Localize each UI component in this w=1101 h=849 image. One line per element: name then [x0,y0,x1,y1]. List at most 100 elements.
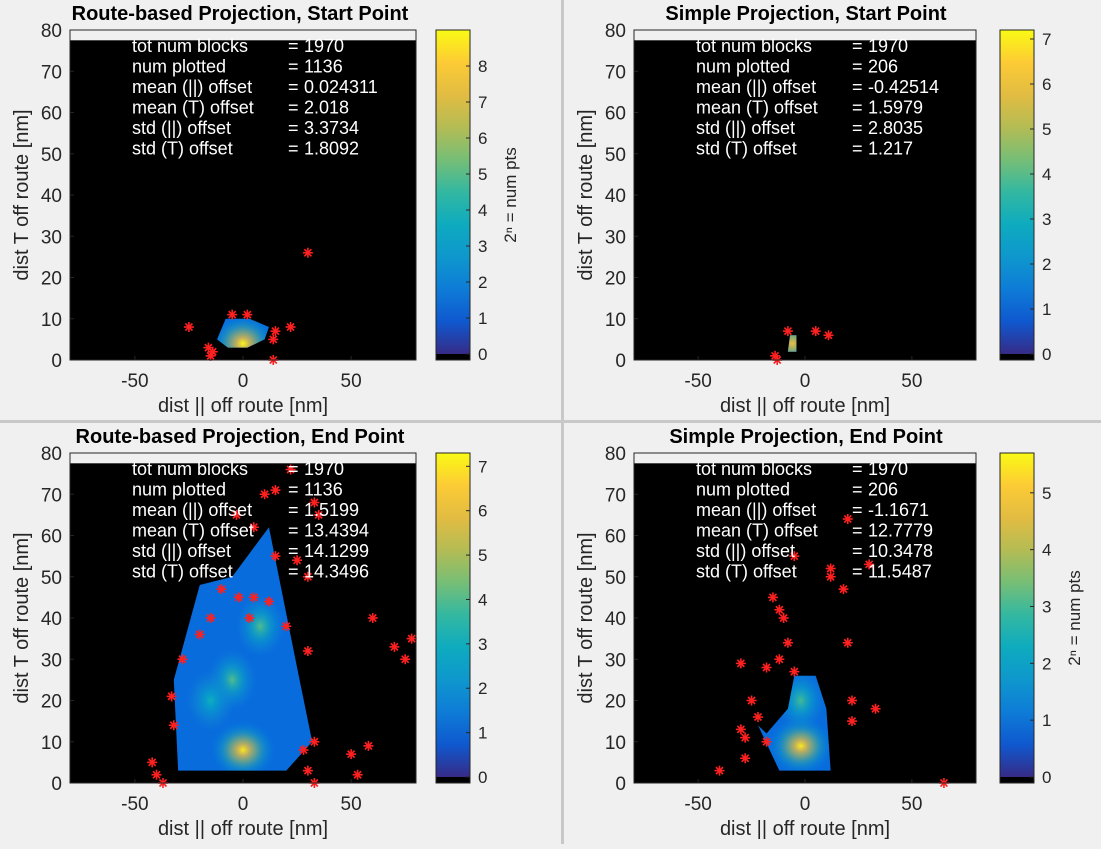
outlier-marker [735,724,746,735]
colorbar-tick-label: 1 [478,724,487,743]
horizontal-divider[interactable] [0,420,1101,423]
x-tick-label: 50 [341,371,362,392]
colorbar-tick-label: 3 [478,237,487,256]
x-tick-label: 0 [238,794,249,815]
colorbar-tick-label: 1 [1042,300,1051,319]
colorbar-tick-label: 7 [478,93,487,112]
outlier-marker [761,736,772,747]
x-tick-label: -50 [684,794,711,815]
colorbar-zero-band [1000,777,1034,783]
y-tick-label: 0 [615,351,626,372]
outlier-marker [227,309,238,320]
stat-label: tot num blocks [696,459,812,479]
outlier-marker [774,654,785,665]
x-tick-label: 50 [901,371,922,392]
outlier-marker [714,765,725,776]
stat-equals: = [852,480,863,500]
outlier-marker [216,584,227,595]
x-tick-label: -50 [121,371,148,392]
stat-equals: = [288,57,299,77]
outlier-marker [166,691,177,702]
colorbar-tick-label: 4 [478,590,487,609]
vertical-divider[interactable] [561,0,564,844]
plot-area [70,40,416,360]
stat-equals: = [852,541,863,561]
colorbar [1000,453,1034,777]
colorbar-tick-label: 6 [1042,75,1051,94]
x-tick-label: 0 [238,371,249,392]
stat-equals: = [288,139,299,159]
y-tick-label: 0 [51,351,62,372]
y-tick-label: 20 [41,692,62,713]
outlier-marker [389,641,400,652]
outlier-marker [774,604,785,615]
stat-label: mean (T) offset [696,521,818,541]
colorbar-tick-label: 1 [478,309,487,328]
outlier-marker [761,662,772,673]
colorbar-tick-label: 0 [1042,345,1051,364]
y-axis-label: dist T off route [nm] [11,109,33,280]
x-tick-label: 0 [800,371,811,392]
stat-equals: = [288,36,299,56]
stat-equals: = [288,480,299,500]
outlier-marker [346,749,357,760]
y-tick-label: 10 [41,733,62,754]
colorbar-tick-label: 4 [478,201,487,220]
stat-equals: = [852,139,863,159]
outlier-marker [367,613,378,623]
y-tick-label: 80 [605,21,626,42]
colorbar-tick-label: 4 [1042,165,1051,184]
colorbar [436,453,470,777]
stat-value: 0.024311 [304,77,378,97]
colorbar-tick-label: 5 [1042,120,1051,139]
outlier-marker [752,712,763,722]
stat-value: 1970 [304,36,344,56]
colorbar [436,30,470,354]
colorbar-tick-label: 3 [1042,210,1051,229]
stat-value: 206 [868,57,898,77]
outlier-marker [778,613,789,623]
stat-equals: = [852,36,863,56]
panel-bottom-left: 0 10 20 30 40 50 60 70 80 -50 0 50 dist || off route… [0,423,561,844]
outlier-marker [205,350,216,361]
stat-value: 12.7779 [868,521,933,541]
stat-value: 1.8092 [304,139,359,159]
outlier-marker [810,326,821,337]
y-tick-label: 30 [605,227,626,248]
y-tick-label: 50 [41,568,62,589]
outlier-marker [406,633,417,644]
colorbar-tick-label: 8 [478,57,487,76]
y-tick-label: 70 [605,62,626,83]
colorbar-tick-label: 5 [478,165,487,184]
outlier-marker [352,769,363,780]
chart-title: Route-based Projection, End Point [76,426,405,448]
stat-equals: = [852,521,863,541]
stat-label: std (T) offset [696,562,797,582]
outlier-marker [313,509,324,520]
y-tick-label: 30 [41,650,62,671]
stat-value: 1970 [868,36,908,56]
stat-label: mean (T) offset [132,521,254,541]
colorbar-zero-band [1000,354,1034,360]
stat-value: 206 [868,480,898,500]
stat-equals: = [852,562,863,582]
y-tick-label: 40 [41,609,62,630]
colorbar-tick-label: 2 [478,679,487,698]
outlier-marker [281,621,292,632]
stat-label: std (T) offset [132,562,233,582]
outlier-marker [183,322,194,332]
stat-value: 1.217 [868,139,913,159]
colorbar-tick-label: 1 [1042,711,1051,730]
stat-value: 1136 [304,480,343,500]
outlier-marker [847,716,858,727]
outlier-marker [194,629,205,640]
y-tick-label: 70 [605,485,626,506]
x-tick-label: -50 [684,371,711,392]
x-axis-label: dist || off route [nm] [720,395,890,417]
outlier-marker [259,489,270,500]
stat-label: mean (||) offset [696,77,816,97]
colorbar-zero-band [436,777,470,783]
y-tick-label: 10 [41,310,62,331]
